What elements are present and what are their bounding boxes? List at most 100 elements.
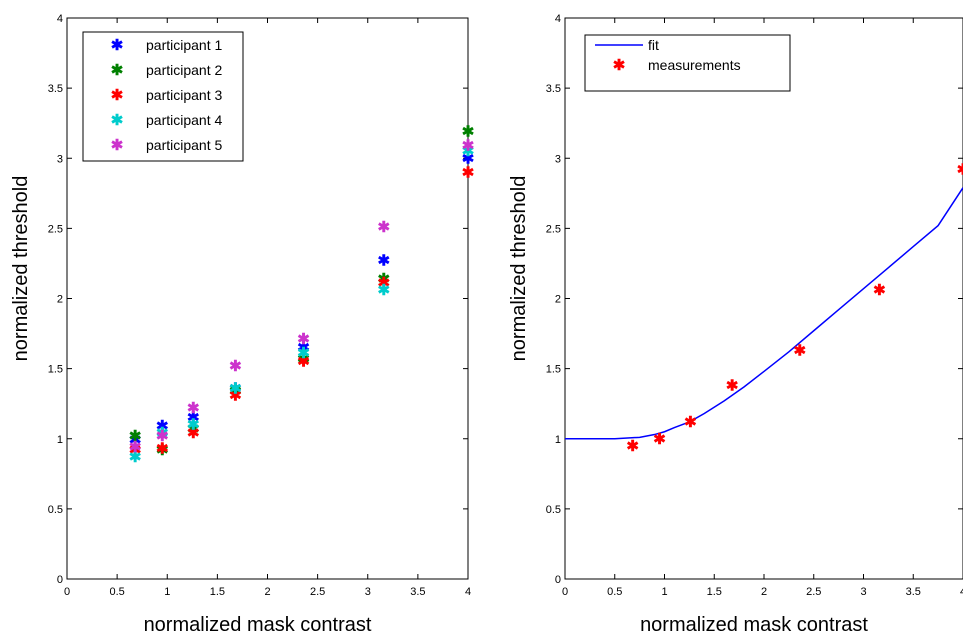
data-point-participant-5: ✱ (378, 219, 391, 236)
data-point-participant-1: ✱ (297, 340, 310, 357)
data-point-participant-1: ✱ (462, 150, 475, 167)
legend-label: participant 4 (146, 112, 222, 128)
legend-label: participant 1 (146, 37, 222, 53)
y-axis-label: normalized threshold (508, 176, 530, 362)
x-tick-label: 3.5 (906, 586, 921, 598)
data-point-measurements: ✱ (957, 161, 963, 178)
data-point-participant-1: ✱ (378, 253, 391, 270)
data-point-participant-5: ✱ (129, 439, 142, 456)
legend-marker-swatch: ✱ (111, 112, 124, 129)
y-tick-label: 3 (57, 153, 63, 165)
x-tick-label: 4 (465, 586, 471, 598)
data-point-participant-2: ✱ (297, 351, 310, 368)
x-tick-label: 2 (761, 586, 767, 598)
data-point-participant-3: ✱ (129, 442, 142, 459)
y-tick-label: 3.5 (546, 83, 561, 95)
data-point-measurements: ✱ (626, 438, 639, 455)
x-tick-label: 0 (562, 586, 568, 598)
plot-area: ✱✱ ✱✱✱✱✱✱✱✱✱✱✱✱✱ ✱✱✱✱✱✱✱✱ ✱✱✱✱✱✱✱✱✱✱✱✱ (129, 124, 475, 466)
x-tick-label: 1.5 (210, 586, 225, 598)
x-tick-label: 2.5 (806, 586, 821, 598)
data-point-participant-3: ✱ (187, 425, 200, 442)
y-tick-label: 0.5 (546, 504, 561, 516)
x-tick-label: 1.5 (707, 586, 722, 598)
data-point-measurements: ✱ (653, 431, 666, 448)
x-tick-label: 4 (960, 586, 963, 598)
data-point-participant-5: ✱ (187, 400, 200, 417)
data-point-participant-4: ✱ (378, 282, 391, 299)
legend-label: fit (648, 37, 659, 53)
data-point-participant-1: ✱ (156, 418, 169, 435)
data-point-participant-3: ✱ (229, 387, 242, 404)
legend-label: measurements (648, 57, 741, 73)
legend: ✱ participant 1 ✱ participant 2 ✱ participant… (82, 31, 244, 162)
y-tick-label: 1.5 (48, 364, 63, 376)
y-tick-label: 1 (555, 434, 561, 446)
data-point-participant-3: ✱ (156, 441, 169, 458)
x-tick-label: 2 (264, 586, 270, 598)
data-point-participant-4: ✱ (129, 449, 142, 466)
data-point-participant-2: ✱ (187, 421, 200, 438)
x-tick-label: 0.5 (607, 586, 622, 598)
data-point-participant-4: ✱ (156, 425, 169, 442)
x-tick-label: 1 (164, 586, 170, 598)
data-point-measurements: ✱ (873, 282, 886, 299)
data-point-participant-4: ✱ (229, 380, 242, 397)
legend: fit ✱ measurements (584, 34, 791, 92)
data-point-measurements: ✱ (726, 377, 739, 394)
y-tick-label: 1.5 (546, 364, 561, 376)
y-tick-label: 4 (57, 13, 63, 25)
legend-marker-swatch: ✱ (111, 87, 124, 104)
x-tick-label: 1 (661, 586, 667, 598)
legend-label: participant 3 (146, 87, 222, 103)
data-point-participant-1: ✱ (129, 432, 142, 449)
y-tick-label: 1 (57, 434, 63, 446)
data-point-participant-1: ✱ (229, 380, 242, 397)
x-tick-label: 0.5 (109, 586, 124, 598)
data-point-participant-4: ✱ (297, 345, 310, 362)
data-point-participant-5: ✱ (297, 331, 310, 348)
legend-box (82, 31, 244, 162)
data-point-participant-5: ✱ (462, 138, 475, 155)
x-tick-label: 3 (365, 586, 371, 598)
y-tick-label: 2.5 (546, 223, 561, 235)
x-tick-label: 3.5 (410, 586, 425, 598)
data-point-participant-4: ✱ (462, 143, 475, 160)
y-tick-label: 0.5 (48, 504, 63, 516)
data-point-participant-3: ✱ (297, 354, 310, 371)
x-axis-label: normalized mask contrast (640, 614, 868, 635)
data-point-measurements: ✱ (794, 342, 807, 359)
y-axis-label: normalized threshold (10, 176, 32, 362)
y-tick-label: 2 (555, 294, 561, 306)
legend-marker-swatch: ✱ (613, 57, 626, 74)
data-point-participant-4: ✱ (187, 417, 200, 434)
data-point-participant-2: ✱ (129, 428, 142, 445)
data-point-participant-2: ✱ (156, 442, 169, 459)
legend-marker-swatch: ✱ (111, 137, 124, 154)
data-point-participant-5: ✱ (156, 428, 169, 445)
data-point-participant-1: ✱ (187, 410, 200, 427)
y-tick-label: 2.5 (48, 223, 63, 235)
legend-marker-swatch: ✱ (111, 62, 124, 79)
legend-label: participant 5 (146, 137, 222, 153)
y-tick-label: 3.5 (48, 83, 63, 95)
y-tick-label: 4 (555, 13, 561, 25)
data-point-participant-2: ✱ (462, 124, 475, 141)
data-point-participant-2: ✱ (229, 383, 242, 400)
series-line-fit (565, 187, 963, 440)
legend-marker-swatch: ✱ (111, 37, 124, 54)
y-tick-label: 2 (57, 294, 63, 306)
y-tick-label: 0 (57, 574, 63, 586)
data-point-participant-3: ✱ (378, 275, 391, 292)
data-point-measurements: ✱ (684, 414, 697, 431)
x-tick-label: 3 (860, 586, 866, 598)
y-tick-label: 0 (555, 574, 561, 586)
axes-box (564, 17, 963, 580)
legend-label: participant 2 (146, 62, 222, 78)
plot-area: ✱ ✱ ✱ ✱ ✱ ✱ ✱ (565, 161, 963, 455)
x-axis-label: normalized mask contrast (144, 614, 372, 635)
data-point-participant-2: ✱ (378, 271, 391, 288)
chart-panel-2: 0 0.5 1 1.5 2 2.5 3 3.5 4 0 0.5 1 1.5 2 2.5 3 3.5 4 normal… (508, 13, 963, 635)
data-point-participant-3: ✱ (462, 164, 475, 181)
